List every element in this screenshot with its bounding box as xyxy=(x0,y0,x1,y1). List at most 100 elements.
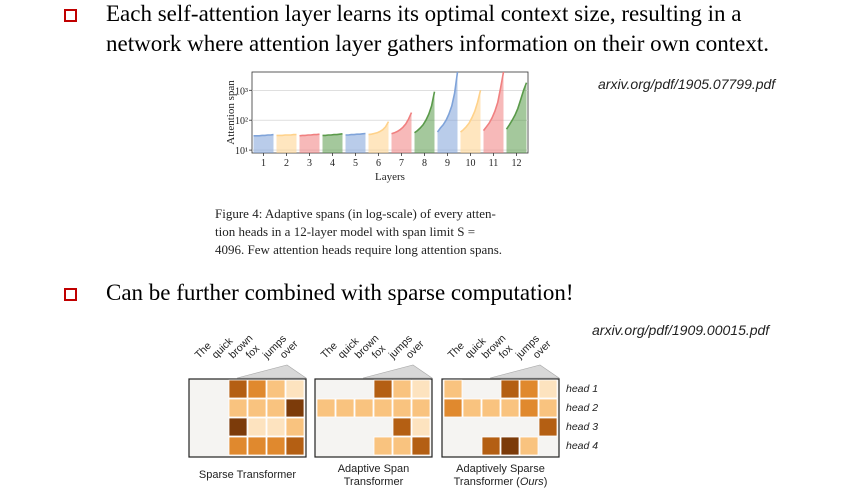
connector-fan xyxy=(362,364,433,379)
attention-cell xyxy=(462,398,482,418)
bullet-line: network where attention layer gathers in… xyxy=(106,31,769,56)
head-label: head 2 xyxy=(566,402,598,414)
y-tick-label: 10² xyxy=(235,116,248,127)
x-tick-label: 5 xyxy=(353,158,358,169)
layer-line xyxy=(482,71,505,132)
attention-cell xyxy=(392,417,412,437)
attention-cell xyxy=(373,436,393,456)
attention-cell xyxy=(228,379,248,399)
attention-cell xyxy=(228,417,248,437)
attention-cell xyxy=(411,417,431,437)
attention-cell xyxy=(519,436,539,456)
attention-cell xyxy=(285,436,305,456)
attention-cell xyxy=(316,398,336,418)
caption-line: Figure 4: Adaptive spans (in log-scale) … xyxy=(215,206,496,221)
attention-cell xyxy=(228,436,248,456)
attention-cell xyxy=(266,379,286,399)
x-tick-label: 6 xyxy=(376,158,381,169)
head-label: head 4 xyxy=(566,440,598,452)
attention-cell xyxy=(443,398,463,418)
attention-cell xyxy=(411,436,431,456)
layer-area xyxy=(345,133,366,153)
x-tick-label: 8 xyxy=(422,158,427,169)
plot-frame xyxy=(251,71,529,154)
attention-cell xyxy=(247,436,267,456)
x-tick-label: 7 xyxy=(399,158,404,169)
layer-area xyxy=(414,91,435,153)
layer-line xyxy=(505,82,528,130)
y-axis-label: Attention span xyxy=(225,80,237,145)
source-link[interactable]: arxiv.org/pdf/1909.00015.pdf xyxy=(592,322,770,338)
layer-line xyxy=(459,90,482,133)
attention-cell xyxy=(500,436,520,456)
layer-area xyxy=(253,134,274,153)
layer-line xyxy=(436,71,459,133)
attention-cell xyxy=(247,417,267,437)
attention-cell xyxy=(443,379,463,399)
layer-line xyxy=(322,133,343,137)
x-tick-label: 11 xyxy=(489,158,499,169)
attention-cell xyxy=(519,379,539,399)
attention-cell xyxy=(481,436,501,456)
attention-cell xyxy=(373,379,393,399)
x-tick-label: 12 xyxy=(512,158,522,169)
attention-cell xyxy=(411,398,431,418)
layer-area xyxy=(299,134,320,153)
bullet-checkbox-icon xyxy=(64,9,77,22)
attention-cell xyxy=(247,398,267,418)
attention-cell xyxy=(519,398,539,418)
x-tick-label: 9 xyxy=(445,158,450,169)
layer-area xyxy=(322,133,343,153)
attention-cell xyxy=(500,398,520,418)
attention-cell xyxy=(335,398,355,418)
bullet-checkbox-icon xyxy=(64,288,77,301)
attention-cell xyxy=(392,379,412,399)
attention-cell xyxy=(538,417,558,437)
bullet-text: Each self-attention layer learns its opt… xyxy=(106,0,769,59)
attention-cell xyxy=(538,379,558,399)
attention-cell xyxy=(411,379,431,399)
figure-caption: Figure 4: Adaptive spans (in log-scale) … xyxy=(215,205,502,259)
attention-cell xyxy=(354,398,374,418)
layer-area xyxy=(276,134,297,153)
head-label: head 3 xyxy=(566,421,598,433)
attention-cell xyxy=(247,379,267,399)
x-tick-label: 2 xyxy=(284,158,289,169)
panel-label: Transformer xyxy=(344,476,404,488)
attention-cell xyxy=(500,379,520,399)
head-label: head 1 xyxy=(566,383,598,395)
x-tick-label: 1 xyxy=(261,158,266,169)
attention-cell xyxy=(392,436,412,456)
y-tick-label: 10³ xyxy=(235,86,248,97)
bullet-line: Each self-attention layer learns its opt… xyxy=(106,1,742,26)
attention-cell xyxy=(538,398,558,418)
layer-line xyxy=(414,91,436,134)
x-tick-label: 10 xyxy=(466,158,476,169)
caption-line: 4096. Few attention heads require long a… xyxy=(215,242,503,257)
panel-label: Adaptive Span xyxy=(338,463,410,475)
attention-cell xyxy=(481,398,501,418)
layer-line xyxy=(276,133,297,137)
panel-label: Transformer (Ours) xyxy=(454,476,548,488)
attention-cell xyxy=(373,398,393,418)
x-tick-label: 3 xyxy=(307,158,312,169)
panel-label: Adaptively Sparse xyxy=(456,463,545,475)
attention-cell xyxy=(266,417,286,437)
layer-line xyxy=(368,121,390,136)
attention-cell xyxy=(285,379,305,399)
attention-cell xyxy=(285,417,305,437)
layer-area xyxy=(437,72,458,153)
attention-cell xyxy=(392,398,412,418)
x-tick-label: 4 xyxy=(330,158,335,169)
layer-line xyxy=(391,112,413,135)
source-link[interactable]: arxiv.org/pdf/1905.07799.pdf xyxy=(598,76,776,92)
attention-cell xyxy=(285,398,305,418)
layer-line xyxy=(299,133,320,137)
attention-cell xyxy=(266,398,286,418)
connector-fan xyxy=(236,364,307,379)
x-axis-label: Layers xyxy=(375,171,405,183)
panel-label: Sparse Transformer xyxy=(199,469,297,481)
layer-line xyxy=(253,133,274,137)
bullet-text: Can be further combined with sparse comp… xyxy=(106,280,574,305)
